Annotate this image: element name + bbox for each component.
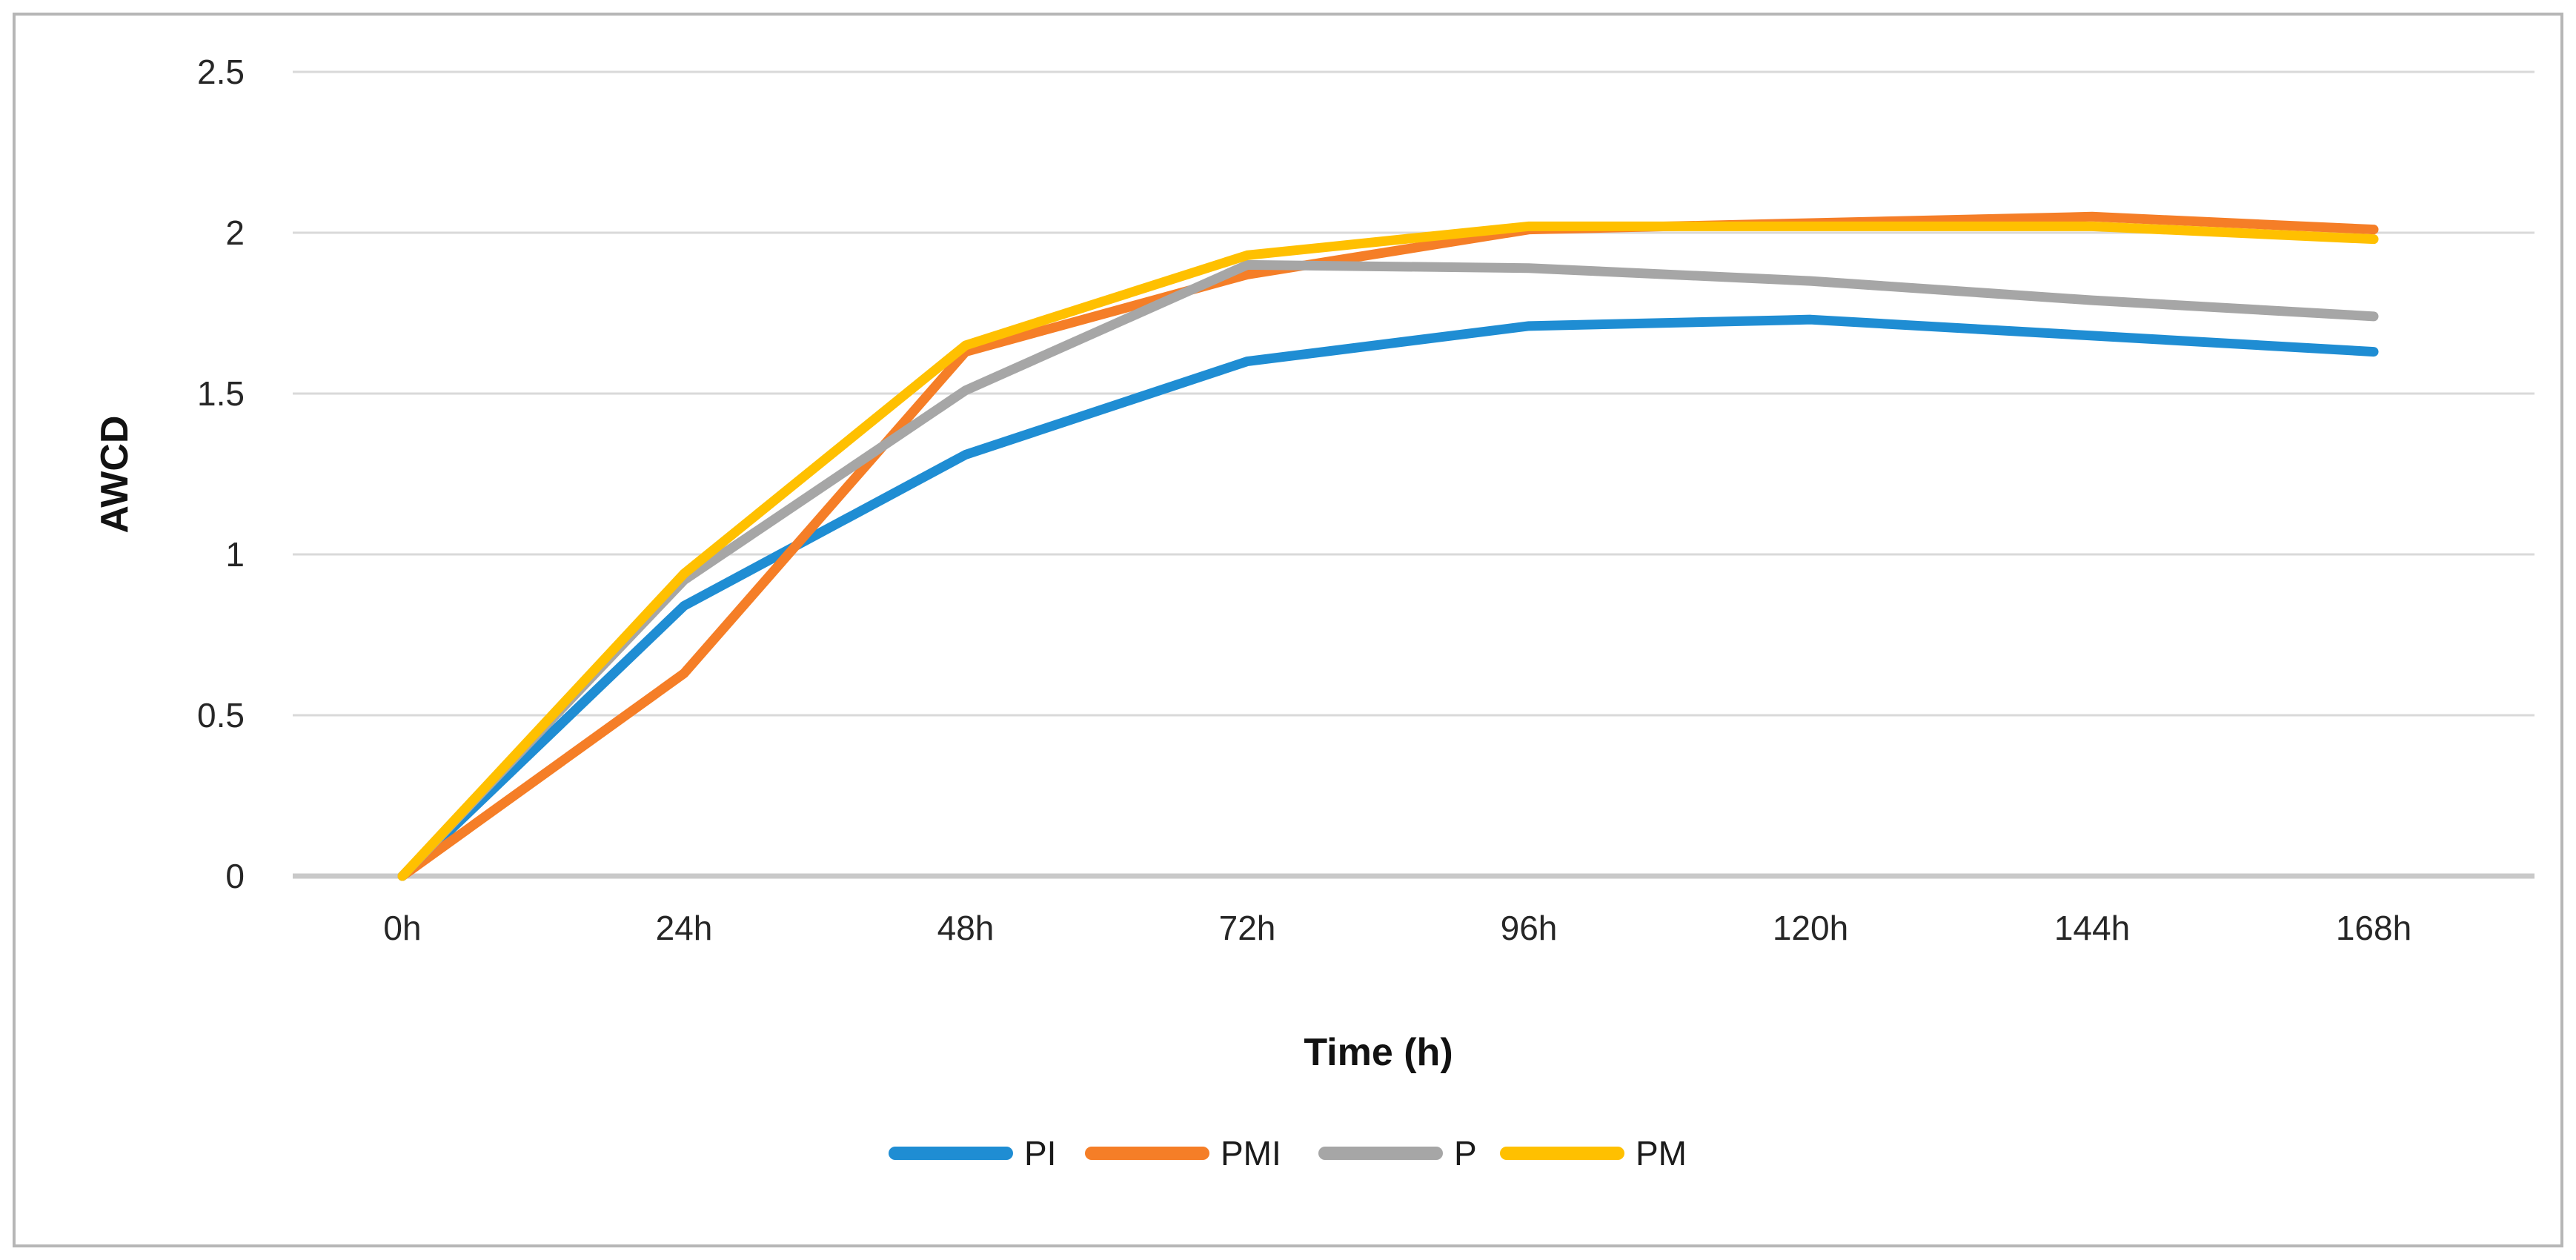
- x-tick-label: 120h: [1773, 909, 1848, 947]
- x-tick-label: 72h: [1219, 909, 1276, 947]
- x-tick-label: 96h: [1501, 909, 1558, 947]
- series-line-PI: [397, 314, 2379, 881]
- x-tick-label: 24h: [656, 909, 713, 947]
- x-axis-title: Time (h): [1304, 1031, 1453, 1074]
- x-axis-tick-labels: 0h 24h 48h 72h 96h 120h 144h 168h: [383, 909, 2411, 947]
- y-tick-label: 0.5: [197, 696, 245, 735]
- legend-label-PM: PM: [1636, 1134, 1687, 1173]
- figure-border: [13, 13, 2563, 1247]
- legend-label-PI: PI: [1024, 1134, 1056, 1173]
- legend-label-P: P: [1454, 1134, 1477, 1173]
- y-axis-tick-labels: 0 0.5 1 1.5 2 2.5: [197, 53, 245, 895]
- y-tick-label: 1: [225, 535, 245, 574]
- legend-label-PMI: PMI: [1221, 1134, 1281, 1173]
- series-line-PMI: [397, 211, 2379, 881]
- series-line-P: [397, 259, 2379, 881]
- y-tick-label: 2.5: [197, 53, 245, 91]
- x-tick-label: 0h: [383, 909, 421, 947]
- x-tick-label: 168h: [2336, 909, 2411, 947]
- gridlines: [293, 70, 2534, 879]
- x-tick-label: 48h: [937, 909, 995, 947]
- x-tick-label: 144h: [2054, 909, 2130, 947]
- y-tick-label: 1.5: [197, 374, 245, 413]
- series-line-PM: [397, 221, 2379, 881]
- y-axis-title: AWCD: [93, 416, 136, 534]
- series-lines: [397, 211, 2379, 881]
- legend: PI PMI P PM: [889, 1134, 1687, 1173]
- y-tick-label: 0: [225, 857, 245, 895]
- y-tick-label: 2: [225, 213, 245, 252]
